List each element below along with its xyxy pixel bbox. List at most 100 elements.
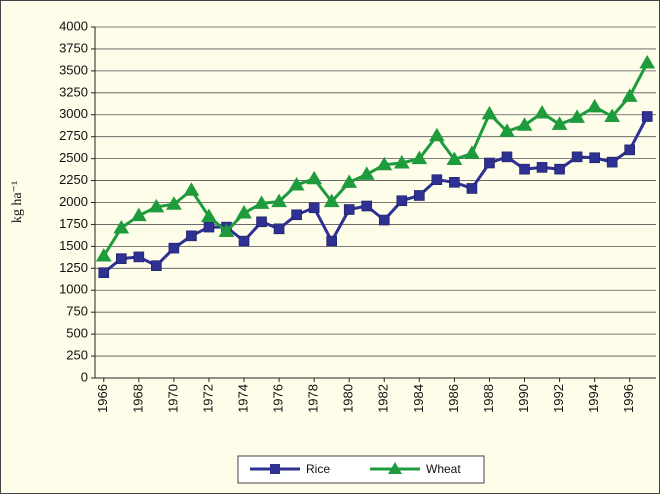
marker bbox=[411, 150, 428, 165]
marker bbox=[554, 163, 565, 175]
marker bbox=[306, 170, 323, 185]
y-tick-label: 3250 bbox=[59, 84, 88, 99]
marker bbox=[291, 209, 302, 221]
marker bbox=[378, 214, 390, 226]
x-tick-label: 1968 bbox=[130, 384, 145, 413]
x-tick-label: 1976 bbox=[271, 384, 286, 413]
marker bbox=[484, 157, 495, 169]
marker bbox=[323, 193, 340, 208]
marker bbox=[499, 123, 515, 137]
marker bbox=[201, 208, 217, 223]
marker bbox=[361, 200, 373, 212]
marker bbox=[446, 151, 463, 166]
marker bbox=[586, 98, 603, 113]
marker bbox=[133, 251, 145, 263]
marker bbox=[551, 116, 568, 130]
y-tick-label: 2250 bbox=[59, 172, 88, 187]
legend-marker bbox=[270, 464, 280, 474]
x-tick-label: 1972 bbox=[200, 384, 215, 413]
marker bbox=[393, 155, 410, 169]
legend-label: Rice bbox=[306, 462, 330, 476]
marker bbox=[98, 267, 110, 279]
y-tick-label: 0 bbox=[81, 369, 88, 384]
y-tick-label: 1750 bbox=[59, 216, 88, 231]
x-tick-label: 1974 bbox=[235, 384, 250, 413]
marker bbox=[519, 163, 530, 175]
x-tick-label: 1984 bbox=[411, 384, 426, 413]
x-tick-label: 1994 bbox=[586, 384, 601, 413]
marker bbox=[396, 195, 408, 207]
marker bbox=[256, 216, 267, 228]
y-tick-label: 250 bbox=[66, 348, 88, 363]
marker bbox=[516, 117, 533, 131]
marker bbox=[589, 152, 600, 164]
x-tick-label: 1980 bbox=[341, 384, 356, 413]
y-tick-label: 2500 bbox=[59, 150, 88, 165]
y-tick-label: 2000 bbox=[59, 194, 88, 209]
marker bbox=[148, 198, 165, 213]
marker bbox=[151, 260, 162, 271]
marker bbox=[95, 248, 112, 262]
marker bbox=[501, 151, 513, 163]
marker bbox=[414, 190, 425, 201]
marker bbox=[203, 221, 215, 233]
marker bbox=[376, 156, 393, 171]
marker bbox=[341, 174, 358, 188]
marker bbox=[358, 166, 375, 180]
marker bbox=[466, 183, 478, 194]
y-tick-label: 1500 bbox=[59, 238, 88, 253]
marker bbox=[326, 235, 337, 247]
x-tick-label: 1996 bbox=[621, 384, 636, 413]
y-tick-label: 1000 bbox=[59, 282, 88, 297]
x-tick-label: 1982 bbox=[376, 384, 391, 413]
x-tick-label: 1970 bbox=[165, 384, 180, 413]
y-tick-label: 4000 bbox=[59, 18, 88, 33]
marker bbox=[308, 202, 320, 214]
y-tick-label: 750 bbox=[66, 304, 88, 319]
marker bbox=[569, 109, 585, 123]
legend-label: Wheat bbox=[426, 462, 461, 476]
marker bbox=[168, 242, 180, 254]
y-tick-label: 1250 bbox=[59, 260, 88, 275]
marker bbox=[130, 207, 147, 222]
marker bbox=[115, 253, 127, 264]
x-tick-label: 1992 bbox=[551, 384, 566, 413]
marker bbox=[218, 223, 235, 237]
marker bbox=[431, 174, 443, 185]
marker bbox=[183, 182, 200, 196]
y-axis-label: kg ha⁻¹ bbox=[10, 181, 25, 223]
x-tick-label: 1990 bbox=[516, 384, 531, 413]
y-tick-label: 2750 bbox=[59, 128, 88, 143]
legend-marker bbox=[388, 462, 402, 474]
marker bbox=[604, 108, 621, 123]
marker bbox=[606, 156, 618, 168]
marker bbox=[641, 111, 653, 122]
marker bbox=[343, 204, 355, 215]
marker bbox=[571, 151, 583, 163]
marker bbox=[288, 176, 305, 191]
marker bbox=[449, 177, 460, 188]
marker bbox=[624, 144, 636, 156]
marker bbox=[536, 162, 548, 173]
y-tick-label: 500 bbox=[66, 326, 88, 341]
marker bbox=[273, 223, 285, 235]
x-tick-label: 1978 bbox=[306, 384, 321, 413]
marker bbox=[253, 195, 270, 209]
marker bbox=[238, 235, 250, 247]
y-tick-label: 3000 bbox=[59, 106, 88, 121]
marker bbox=[428, 127, 445, 142]
legend: Rice Wheat bbox=[237, 455, 485, 484]
marker bbox=[166, 196, 182, 210]
marker bbox=[639, 54, 656, 69]
x-tick-label: 1988 bbox=[481, 384, 496, 413]
x-tick-label: 1966 bbox=[95, 384, 110, 413]
y-tick-label: 3750 bbox=[59, 40, 88, 55]
marker bbox=[186, 230, 197, 242]
marker bbox=[534, 105, 550, 119]
marker bbox=[481, 105, 498, 120]
x-tick-label: 1986 bbox=[446, 384, 461, 413]
marker bbox=[464, 145, 480, 159]
y-tick-label: 3500 bbox=[59, 62, 88, 77]
